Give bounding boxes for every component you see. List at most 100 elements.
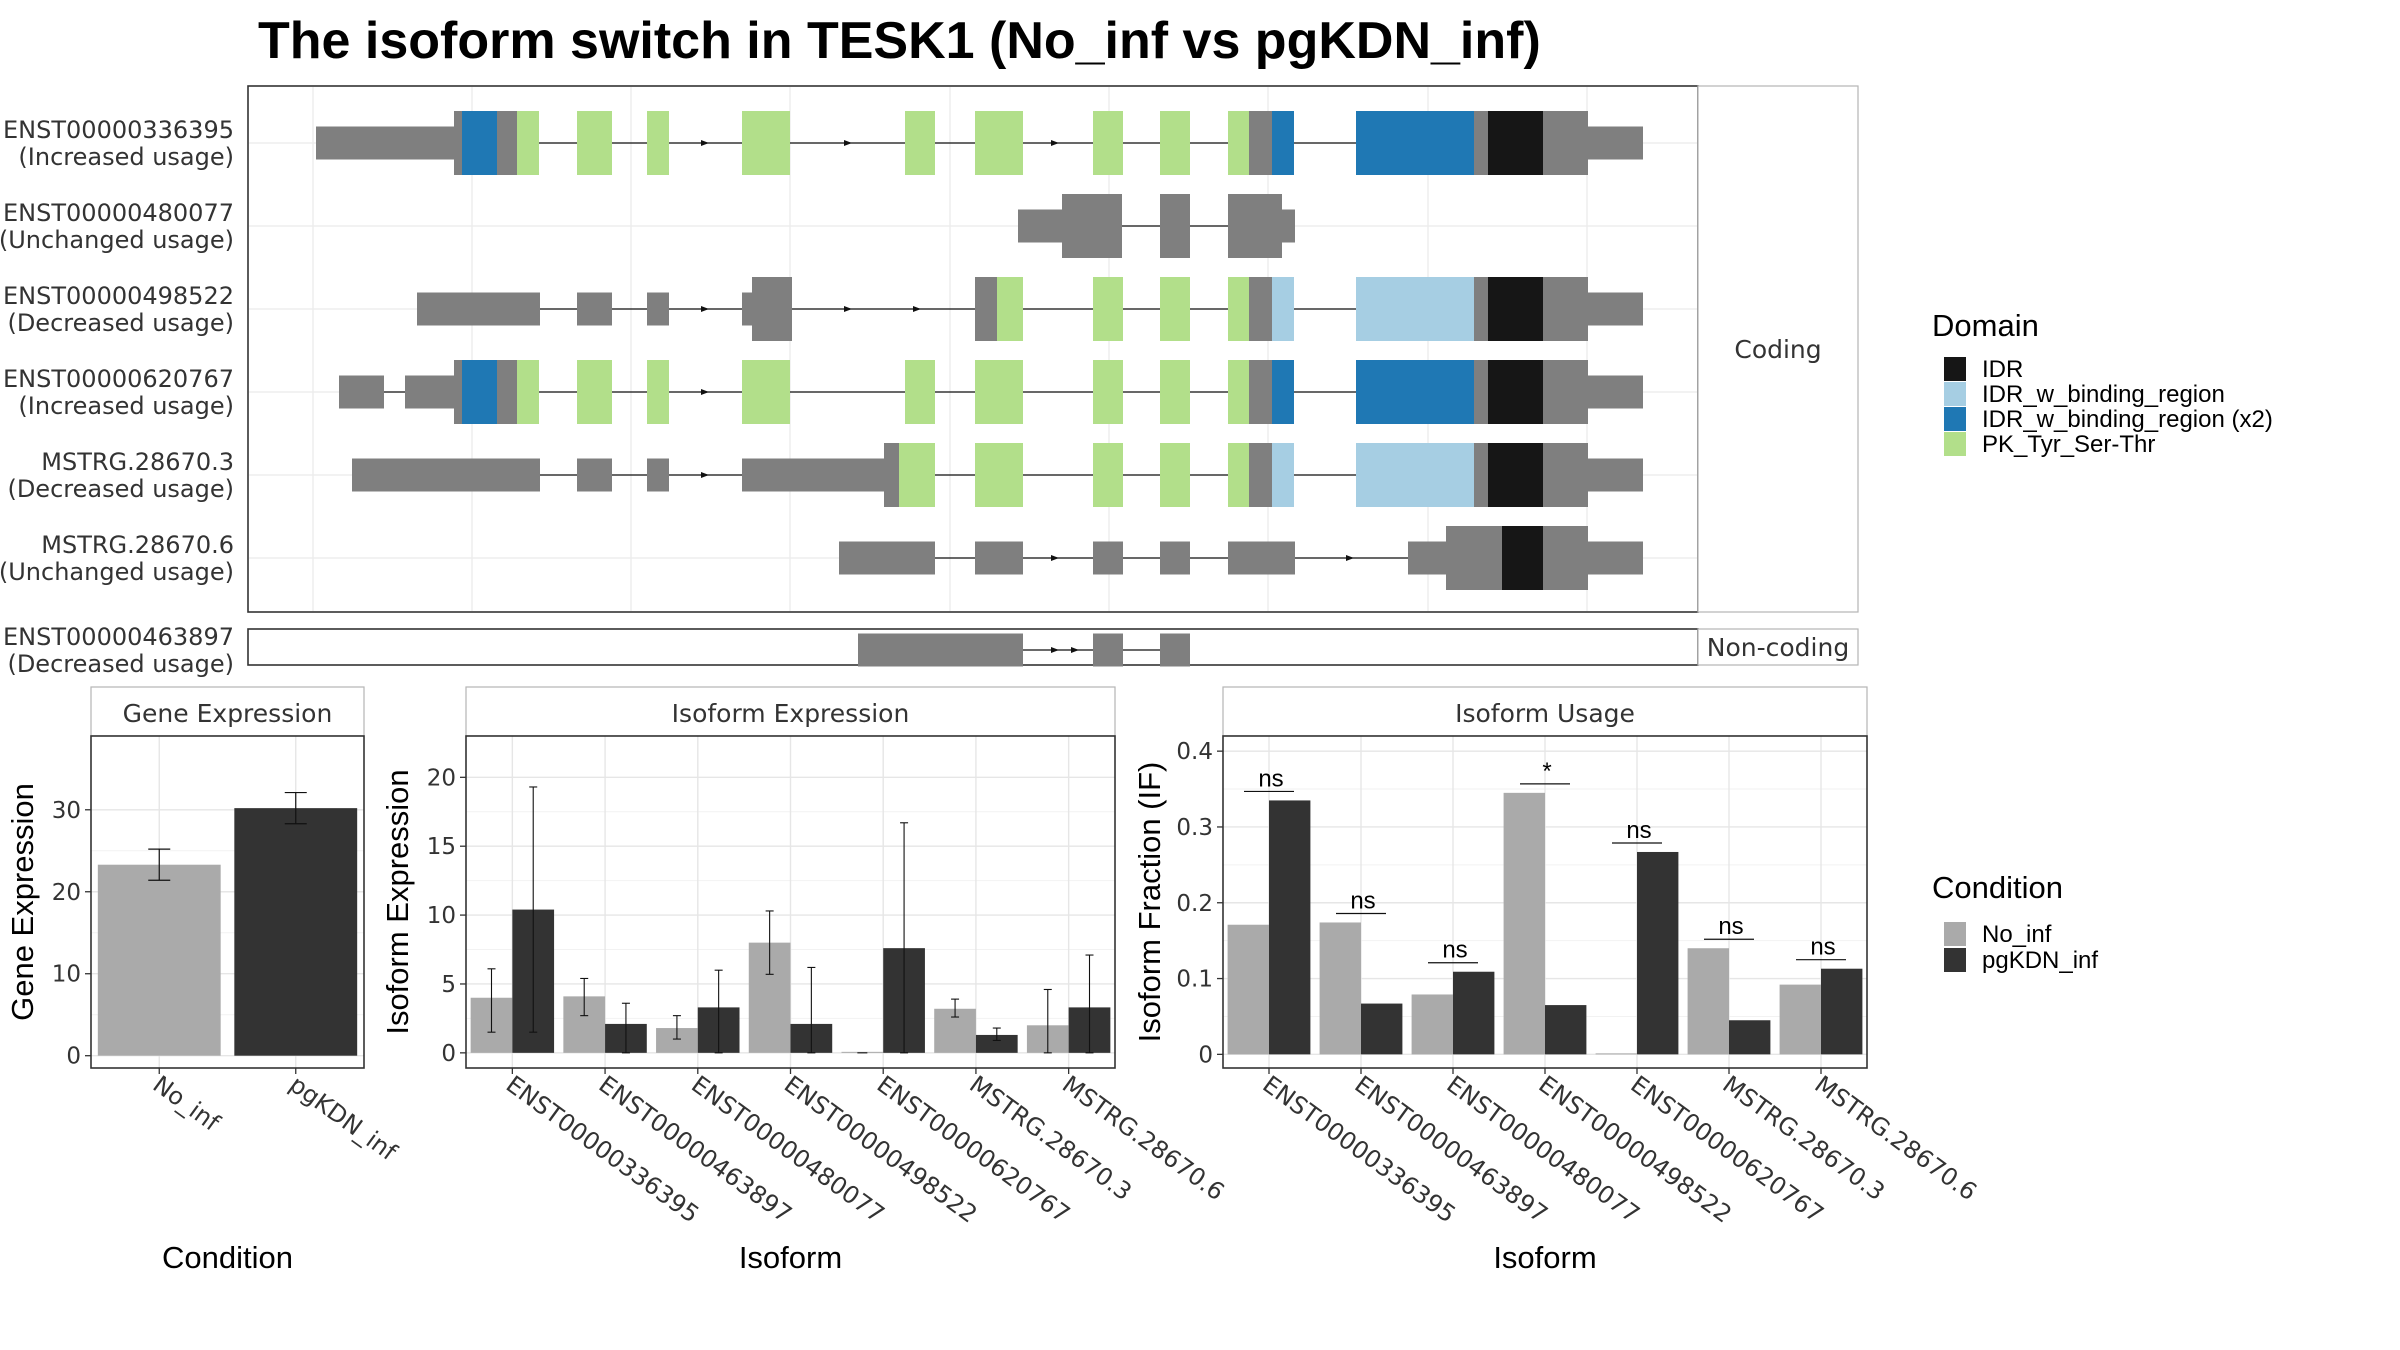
exon-segment	[1093, 443, 1123, 507]
significance-label: ns	[1442, 937, 1467, 964]
bar-pgKDN_inf	[1821, 968, 1863, 1055]
exon-segment	[1160, 194, 1190, 258]
exon-segment	[752, 277, 792, 341]
exon-segment	[1160, 111, 1190, 175]
panel-title-strip	[1222, 686, 1868, 737]
exon-segment	[1062, 194, 1122, 258]
exon-segment	[975, 443, 1023, 507]
domain-legend-swatch	[1944, 432, 1966, 456]
exon-segment	[1543, 526, 1588, 590]
transcript-id-label: ENST00000480077	[3, 199, 234, 227]
domain-legend-swatch	[1944, 382, 1966, 406]
exon-segment	[1474, 443, 1488, 507]
domain-legend-label: PK_Tyr_Ser-Thr	[1982, 431, 2155, 458]
figure-title: The isoform switch in TESK1 (No_inf vs p…	[258, 12, 1541, 70]
domain-legend-label: IDR_w_binding_region (x2)	[1982, 406, 2273, 433]
bar-No_inf	[1319, 922, 1361, 1055]
transcript-usage-label: (Decreased usage)	[7, 309, 234, 337]
domain-legend-title: Domain	[1932, 308, 2039, 343]
transcript-usage-label: (Decreased usage)	[7, 475, 234, 503]
exon-segment	[1408, 541, 1446, 575]
isoform-usage-panel: Isoform Usagensnsns*nsnsns00.10.20.30.4E…	[1132, 686, 1982, 1275]
exon-segment	[517, 360, 539, 424]
strand-arrow-icon	[701, 472, 709, 478]
exon-segment	[1356, 111, 1474, 175]
exon-segment	[647, 111, 669, 175]
y-axis-title: Isoform Expression	[380, 769, 415, 1034]
exon-segment	[1488, 443, 1543, 507]
exon-segment	[1588, 458, 1643, 492]
transcript-id-label: ENST00000620767	[3, 365, 234, 393]
exon-segment	[454, 360, 462, 424]
domain-legend-swatch	[1944, 407, 1966, 431]
exon-segment	[742, 111, 790, 175]
y-tick-label: 15	[427, 834, 456, 860]
exon-segment	[1488, 111, 1543, 175]
y-tick-label: 0.1	[1176, 967, 1213, 993]
y-tick-label: 30	[52, 798, 81, 824]
strand-arrow-icon	[844, 140, 852, 146]
exon-segment	[1474, 277, 1488, 341]
bar-pgKDN_inf	[1269, 800, 1311, 1055]
exon-segment	[1272, 111, 1294, 175]
exon-segment	[1160, 443, 1190, 507]
exon-segment	[975, 541, 1023, 575]
strand-arrow-icon	[1051, 140, 1059, 146]
exon-segment	[1160, 541, 1190, 575]
bar-No_inf	[1687, 948, 1729, 1055]
exon-segment	[497, 111, 517, 175]
exon-segment	[647, 360, 669, 424]
exon-segment	[997, 277, 1023, 341]
transcript-usage-label: (Unchanged usage)	[0, 558, 234, 586]
condition-legend-swatch	[1944, 948, 1966, 972]
exon-segment	[517, 111, 539, 175]
exon-segment	[742, 458, 884, 492]
exon-segment	[462, 111, 497, 175]
exon-segment	[742, 292, 752, 326]
exon-segment	[1228, 277, 1249, 341]
bar-No_inf	[97, 864, 221, 1056]
domain-legend: Domain IDRIDR_w_binding_regionIDR_w_bind…	[1932, 308, 2273, 458]
x-tick-label: MSTRG.28670.3	[964, 1070, 1136, 1206]
strand-arrow-icon	[701, 389, 709, 395]
exon-segment	[647, 292, 669, 326]
strand-arrow-icon	[1051, 555, 1059, 561]
x-tick-label: MSTRG.28670.6	[1057, 1070, 1229, 1206]
panel-title-strip	[90, 686, 365, 737]
exon-segment	[975, 111, 1023, 175]
significance-label: ns	[1718, 913, 1743, 940]
exon-segment	[742, 360, 790, 424]
y-tick-label: 10	[52, 962, 81, 988]
exon-segment	[858, 633, 1023, 667]
significance-label: ns	[1626, 817, 1651, 844]
exon-segment	[1093, 277, 1123, 341]
exon-segment	[1502, 526, 1543, 590]
bar-No_inf	[1779, 984, 1821, 1055]
exon-segment	[1474, 360, 1488, 424]
exon-segment	[1249, 277, 1272, 341]
y-tick-label: 0	[441, 1041, 456, 1067]
bar-pgKDN_inf	[1453, 971, 1495, 1055]
exon-segment	[1356, 277, 1474, 341]
transcript-id-label: MSTRG.28670.6	[41, 531, 234, 559]
x-axis-title: Condition	[162, 1240, 293, 1275]
exon-segment	[1093, 541, 1123, 575]
condition-legend-label: pgKDN_inf	[1982, 947, 2098, 974]
x-tick-label: MSTRG.28670.3	[1717, 1070, 1889, 1206]
exon-segment	[1282, 209, 1295, 243]
exon-segment	[1249, 360, 1272, 424]
x-axis-title: Isoform	[1493, 1240, 1596, 1275]
transcript-usage-label: (Increased usage)	[18, 392, 234, 420]
exon-segment	[577, 292, 612, 326]
exon-segment	[1272, 277, 1294, 341]
exon-segment	[352, 458, 540, 492]
exon-segment	[975, 277, 997, 341]
bar-pgKDN_inf	[1637, 851, 1679, 1055]
gene-expression-panel: Gene Expression 0 10 20 30 No_inf pgKDN_inf Con…	[5, 686, 402, 1275]
domain-legend-label: IDR	[1982, 356, 2023, 383]
exon-segment	[1093, 360, 1123, 424]
exon-segment	[454, 111, 462, 175]
transcript-structure-panel: Coding Non-coding ENST00000336395(Increa…	[0, 85, 1859, 678]
bar-No_inf	[1595, 1053, 1637, 1055]
